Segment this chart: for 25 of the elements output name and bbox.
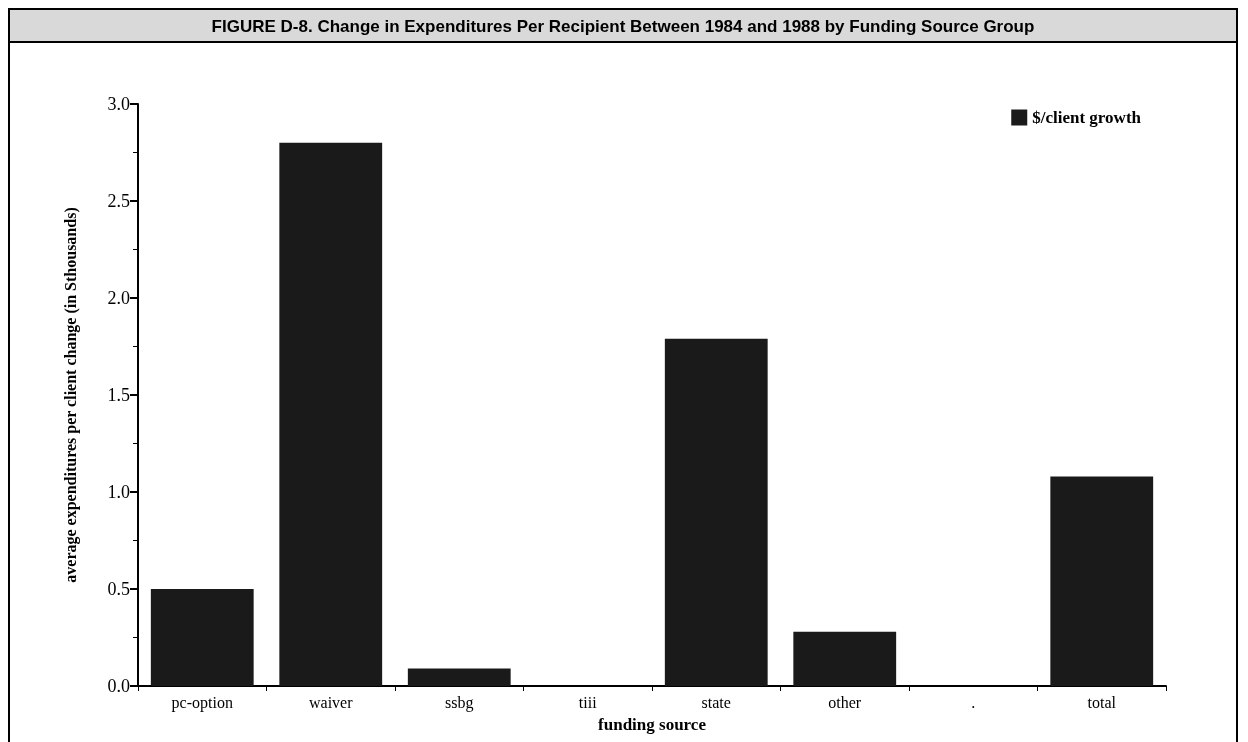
x-tick-label: state [701,693,731,711]
y-tick-label: 3.0 [107,94,130,114]
x-tick-label: tiii [578,693,598,711]
x-tick-label: other [828,693,862,711]
y-axis-title: average expenditures per client change (in Sthousands) [61,207,80,583]
x-tick-label: waiver [308,693,354,711]
y-tick-label: 1.0 [107,482,130,502]
bar [150,589,254,686]
bar [793,631,897,686]
x-axis-title: funding source [598,715,707,734]
bar [664,338,768,686]
y-tick-label: 0.5 [107,579,130,599]
y-tick-label: 1.5 [107,385,130,405]
x-tick-label: pc-option [171,693,233,712]
bar [279,142,383,686]
bar [1050,476,1154,686]
y-tick-label: 2.0 [107,288,130,308]
x-tick-label: total [1087,693,1117,711]
chart-title: FIGURE D-8. Change in Expenditures Per Recipient Between 1984 and 1988 by Funding Source Group [10,10,1236,43]
y-tick-label: 0.0 [107,676,130,696]
y-tick-label: 2.5 [107,191,130,211]
x-tick-label: ssbg [445,693,474,712]
bar [407,668,511,686]
legend-label: $/client growth [1032,108,1142,127]
x-tick-label: . [971,693,976,711]
